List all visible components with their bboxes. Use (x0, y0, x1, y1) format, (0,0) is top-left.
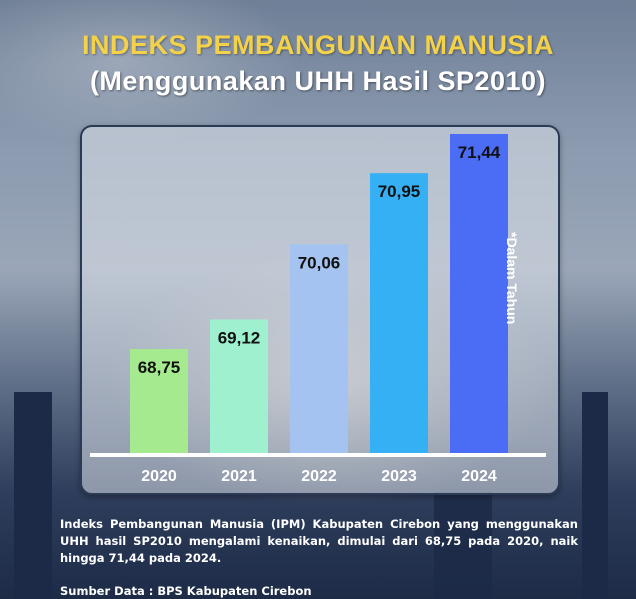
x-tick-2022: 2022 (301, 468, 337, 485)
bar-2021 (210, 319, 268, 453)
data-label-2021: 69,12 (218, 328, 261, 347)
data-label-2024: 71,44 (458, 143, 501, 162)
x-tick-2020: 2020 (141, 468, 177, 485)
bar-2024 (450, 134, 508, 453)
x-tick-2023: 2023 (381, 468, 417, 485)
background-post-left (14, 392, 52, 599)
data-label-2023: 70,95 (378, 182, 421, 201)
chart-panel: 68,75 2020 69,12 2021 70,06 2022 70,95 2023 71,4… (80, 125, 560, 495)
background-post-right (582, 392, 608, 599)
bar-2023 (370, 173, 428, 453)
background-post-bottom (434, 492, 492, 599)
source-text: Sumber Data : BPS Kabupaten Cirebon (60, 584, 312, 598)
bar-chart: 68,75 2020 69,12 2021 70,06 2022 70,95 2023 71,4… (90, 134, 546, 485)
unit-note-text: *Dalam Tahun (504, 232, 520, 325)
x-tick-2021: 2021 (221, 468, 257, 485)
data-label-2020: 68,75 (138, 358, 181, 377)
description-text: Indeks Pembangunan Manusia (IPM) Kabupat… (60, 517, 578, 565)
data-label-2022: 70,06 (298, 253, 341, 272)
page-title: INDEKS PEMBANGUNAN MANUSIA (81, 30, 554, 60)
bar-2020 (130, 349, 188, 453)
page-subtitle: (Menggunakan UHH Hasil SP2010) (89, 66, 547, 96)
x-tick-2024: 2024 (461, 468, 497, 485)
bar-2022 (290, 244, 348, 453)
